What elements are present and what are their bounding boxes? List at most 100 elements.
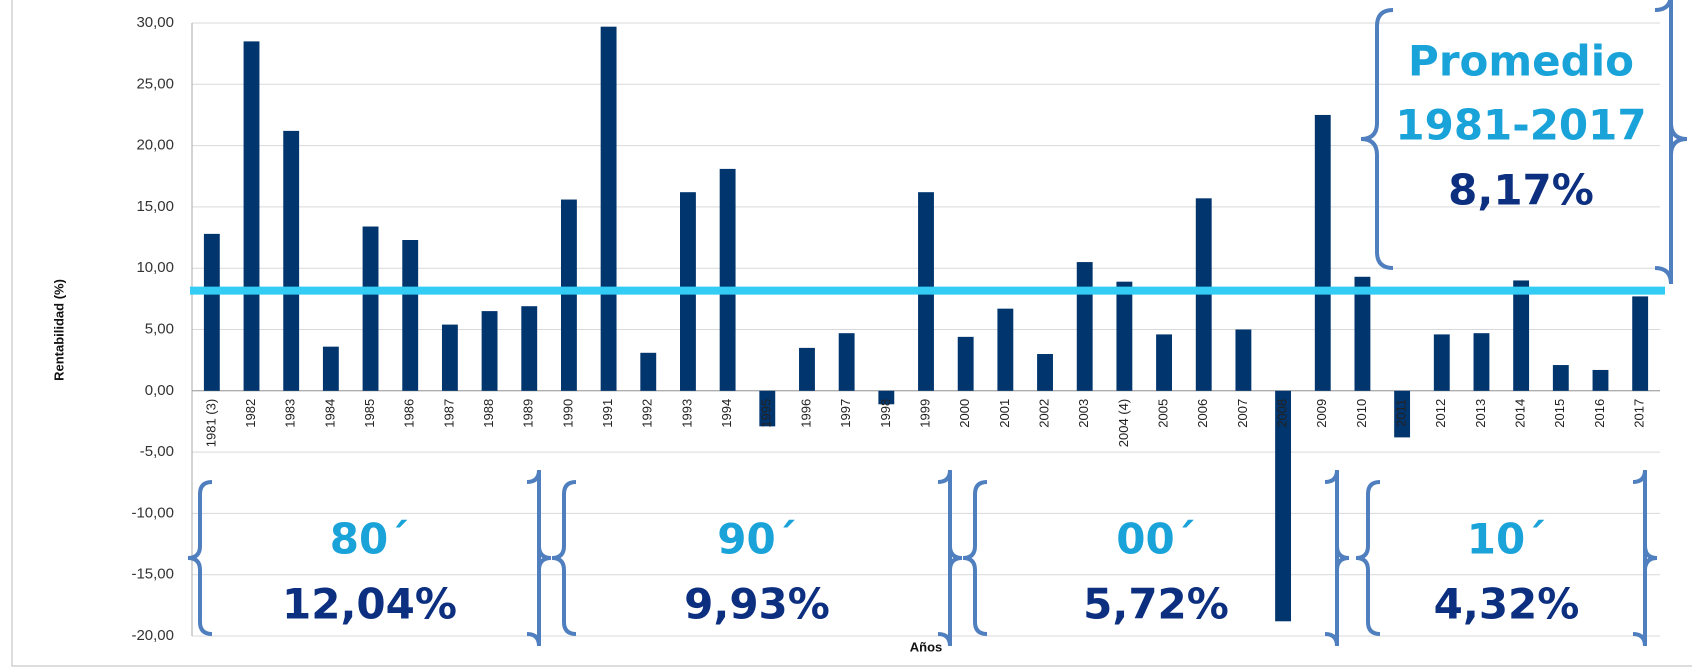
bar <box>441 324 458 391</box>
bar <box>283 130 300 391</box>
y-tick-label: 30,00 <box>136 14 174 31</box>
x-tick-label: 2014 <box>1513 399 1528 428</box>
bar <box>838 333 855 391</box>
x-tick-label: 2013 <box>1473 399 1488 428</box>
bar <box>1116 281 1133 391</box>
x-tick-label: 1999 <box>917 399 932 428</box>
x-tick-label: 1991 <box>600 399 615 428</box>
x-tick-label: 2002 <box>1036 399 1051 428</box>
bar <box>362 226 379 391</box>
x-tick-label: 2016 <box>1592 399 1607 428</box>
x-tick-label: 1995 <box>759 399 774 428</box>
bar <box>243 41 260 391</box>
x-tick-label: 2000 <box>957 399 972 428</box>
bar <box>322 346 339 391</box>
brace <box>526 469 552 647</box>
x-tick-label: 2008 <box>1275 399 1290 428</box>
bar <box>1314 114 1331 391</box>
brace <box>187 480 213 636</box>
y-axis-title: Rentabilidad (%) <box>51 279 66 381</box>
bar <box>719 168 736 391</box>
x-tick-label: 2004 (4) <box>1116 399 1131 447</box>
y-tick-label: -10,00 <box>131 504 174 521</box>
y-tick-label: 25,00 <box>136 75 174 92</box>
y-tick-label: 0,00 <box>145 382 174 399</box>
y-tick-label: -5,00 <box>140 443 174 460</box>
bar <box>1394 390 1411 438</box>
x-tick-label: 2015 <box>1552 399 1567 428</box>
x-tick-label: 1985 <box>362 399 377 428</box>
bar <box>1156 334 1172 391</box>
bar <box>1235 329 1252 391</box>
brace <box>1324 469 1350 647</box>
bar <box>957 336 974 391</box>
x-tick-label: 1998 <box>878 399 893 428</box>
bar <box>1433 334 1450 391</box>
x-tick-label: 2006 <box>1195 399 1210 428</box>
decade-label: 90´ <box>717 515 796 564</box>
x-tick-label: 2011 <box>1394 399 1409 427</box>
x-tick-label: 2005 <box>1155 399 1170 428</box>
x-tick-label: 1988 <box>481 399 496 428</box>
y-tick-label: -15,00 <box>131 566 174 583</box>
decade-value: 9,93% <box>684 580 830 629</box>
x-tick-label: 2010 <box>1354 399 1369 428</box>
x-tick-label: 1989 <box>521 399 536 428</box>
brace <box>1654 0 1688 285</box>
bar <box>1552 365 1569 391</box>
x-tick-label: 1992 <box>640 399 655 428</box>
y-tick-label: 5,00 <box>145 320 174 337</box>
y-tick-label: 20,00 <box>136 137 174 154</box>
average-value: 8,17% <box>1448 166 1594 215</box>
decade-value: 12,04% <box>282 580 457 629</box>
x-tick-label: 1993 <box>679 399 694 428</box>
x-tick-label: 2007 <box>1235 399 1250 428</box>
average-title: Promedio <box>1408 37 1634 86</box>
brace <box>937 469 963 647</box>
bar <box>1275 390 1292 622</box>
brace <box>551 480 577 636</box>
x-tick-label: 2003 <box>1076 399 1091 428</box>
x-tick-label: 2017 <box>1632 399 1647 428</box>
y-tick-label: 10,00 <box>136 259 174 276</box>
x-tick-label: 1994 <box>719 399 734 428</box>
bar <box>1632 296 1649 391</box>
x-tick-label: 2001 <box>997 399 1012 428</box>
x-tick-label: 1984 <box>322 399 337 428</box>
brace <box>1355 480 1381 636</box>
x-tick-label: 2009 <box>1314 399 1329 428</box>
x-tick-label: 1990 <box>560 399 575 428</box>
bar <box>799 347 815 391</box>
brace <box>1632 469 1658 647</box>
chart-frame <box>11 0 1692 667</box>
x-tick-label: 1996 <box>798 399 813 428</box>
x-tick-label: 1986 <box>402 399 417 428</box>
bar <box>1513 280 1530 391</box>
bar <box>878 390 895 405</box>
bar <box>1076 262 1093 391</box>
brace <box>962 480 988 636</box>
average-period: 1981-2017 <box>1395 101 1646 150</box>
brace <box>1360 8 1394 270</box>
bar <box>203 233 220 391</box>
bar <box>759 390 776 427</box>
x-tick-label: 1981 (3) <box>203 399 218 447</box>
x-tick-label: 1987 <box>441 399 456 428</box>
bar <box>1037 354 1053 391</box>
decade-label: 80´ <box>330 515 409 564</box>
bar <box>481 311 498 391</box>
x-tick-label: 1983 <box>283 399 298 428</box>
y-tick-label: 15,00 <box>136 198 174 215</box>
decade-value: 4,32% <box>1434 580 1580 629</box>
bar <box>1473 333 1490 391</box>
y-tick-label: -20,00 <box>131 627 174 644</box>
bar <box>1592 369 1609 391</box>
bar <box>402 240 419 391</box>
x-axis-title: Años <box>910 639 943 654</box>
bar <box>600 26 617 391</box>
bar <box>1354 276 1371 391</box>
bar <box>997 308 1014 391</box>
bar <box>560 199 577 391</box>
x-tick-label: 1997 <box>838 399 853 428</box>
